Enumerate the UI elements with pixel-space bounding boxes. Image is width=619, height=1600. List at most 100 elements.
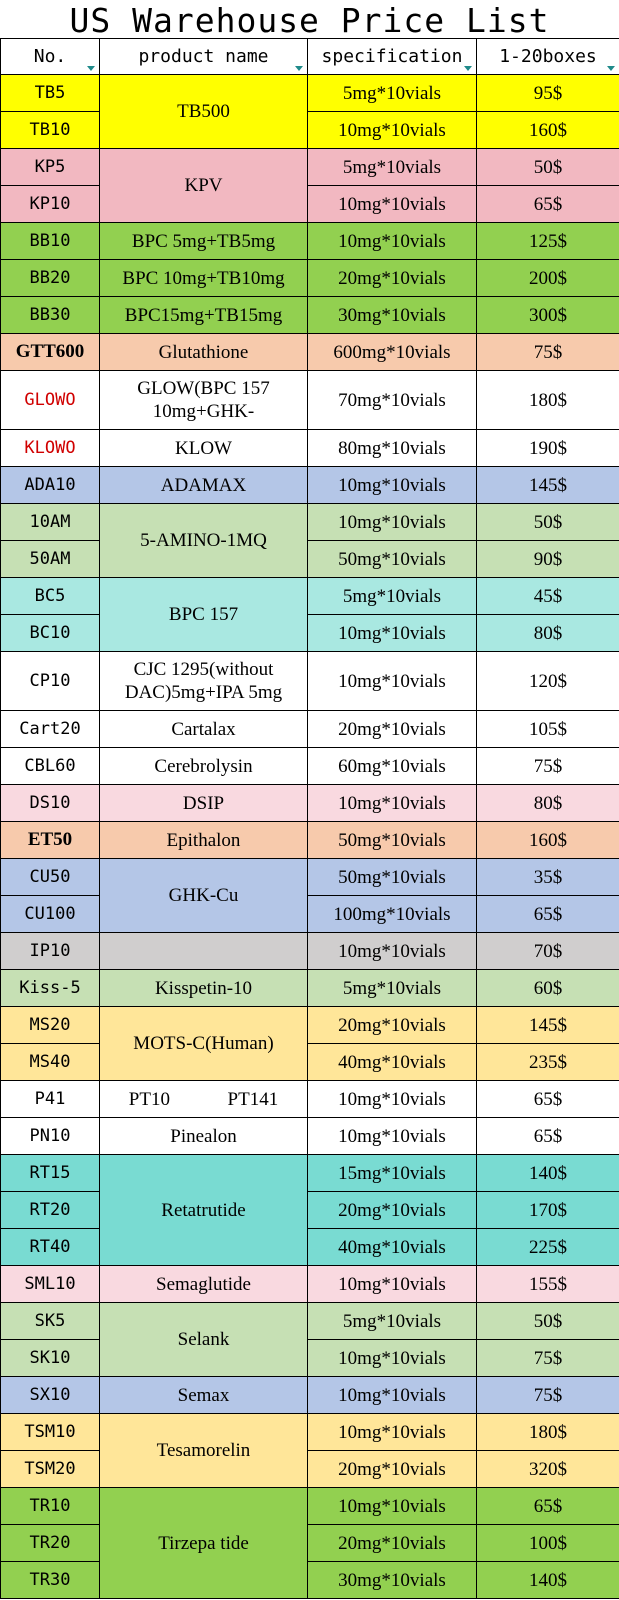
column-header-price[interactable]: 1-20boxes: [476, 38, 619, 75]
product-code-cell[interactable]: RT15: [0, 1154, 100, 1192]
product-name-cell[interactable]: Retatrutide: [99, 1154, 308, 1266]
product-code-cell[interactable]: TSM20: [0, 1450, 100, 1488]
product-name-cell[interactable]: Tesamorelin: [99, 1413, 308, 1488]
price-cell[interactable]: 105$: [476, 710, 619, 748]
specification-cell[interactable]: 20mg*10vials: [307, 1191, 477, 1229]
product-code-cell[interactable]: SX10: [0, 1376, 100, 1414]
product-name-cell[interactable]: 5-AMINO-1MQ: [99, 503, 308, 578]
specification-cell[interactable]: 30mg*10vials: [307, 1561, 477, 1599]
column-header-spec[interactable]: specification: [307, 38, 477, 75]
price-cell[interactable]: 95$: [476, 74, 619, 112]
price-cell[interactable]: 160$: [476, 821, 619, 859]
specification-cell[interactable]: 50mg*10vials: [307, 858, 477, 896]
specification-cell[interactable]: 60mg*10vials: [307, 747, 477, 785]
specification-cell[interactable]: 30mg*10vials: [307, 296, 477, 334]
price-cell[interactable]: 145$: [476, 1006, 619, 1044]
product-name-cell[interactable]: DSIP: [99, 784, 308, 822]
price-cell[interactable]: 145$: [476, 466, 619, 504]
product-code-cell[interactable]: SK5: [0, 1302, 100, 1340]
specification-cell[interactable]: 20mg*10vials: [307, 1524, 477, 1562]
price-cell[interactable]: 60$: [476, 969, 619, 1007]
price-cell[interactable]: 65$: [476, 1487, 619, 1525]
specification-cell[interactable]: 5mg*10vials: [307, 148, 477, 186]
specification-cell[interactable]: 20mg*10vials: [307, 259, 477, 297]
product-code-cell[interactable]: TB5: [0, 74, 100, 112]
specification-cell[interactable]: 5mg*10vials: [307, 969, 477, 1007]
specification-cell[interactable]: 5mg*10vials: [307, 577, 477, 615]
product-code-cell[interactable]: CBL60: [0, 747, 100, 785]
price-cell[interactable]: 155$: [476, 1265, 619, 1303]
product-code-cell[interactable]: KP10: [0, 185, 100, 223]
product-name-cell[interactable]: BPC 5mg+TB5mg: [99, 222, 308, 260]
product-code-cell[interactable]: SK10: [0, 1339, 100, 1377]
price-cell[interactable]: 80$: [476, 784, 619, 822]
product-code-cell[interactable]: 10AM: [0, 503, 100, 541]
specification-cell[interactable]: 10mg*10vials: [307, 503, 477, 541]
specification-cell[interactable]: 10mg*10vials: [307, 1339, 477, 1377]
price-cell[interactable]: 75$: [476, 333, 619, 371]
product-code-cell[interactable]: RT40: [0, 1228, 100, 1266]
product-name-cell[interactable]: PT10 PT141: [99, 1080, 308, 1118]
price-cell[interactable]: 125$: [476, 222, 619, 260]
product-code-cell[interactable]: TSM10: [0, 1413, 100, 1451]
specification-cell[interactable]: 40mg*10vials: [307, 1043, 477, 1081]
specification-cell[interactable]: 10mg*10vials: [307, 614, 477, 652]
specification-cell[interactable]: 10mg*10vials: [307, 1487, 477, 1525]
product-code-cell[interactable]: CP10: [0, 651, 100, 711]
product-code-cell[interactable]: Kiss-5: [0, 969, 100, 1007]
product-code-cell[interactable]: TB10: [0, 111, 100, 149]
product-name-cell[interactable]: Cerebrolysin: [99, 747, 308, 785]
product-code-cell[interactable]: KP5: [0, 148, 100, 186]
product-code-cell[interactable]: MS40: [0, 1043, 100, 1081]
price-cell[interactable]: 45$: [476, 577, 619, 615]
product-name-cell[interactable]: Semaglutide: [99, 1265, 308, 1303]
product-name-cell[interactable]: CJC 1295(without DAC)5mg+IPA 5mg: [99, 651, 308, 711]
price-cell[interactable]: 120$: [476, 651, 619, 711]
specification-cell[interactable]: 5mg*10vials: [307, 1302, 477, 1340]
specification-cell[interactable]: 10mg*10vials: [307, 1376, 477, 1414]
product-name-cell[interactable]: GHK-Cu: [99, 858, 308, 933]
product-name-cell[interactable]: [99, 932, 308, 970]
specification-cell[interactable]: 100mg*10vials: [307, 895, 477, 933]
price-cell[interactable]: 65$: [476, 1117, 619, 1155]
specification-cell[interactable]: 20mg*10vials: [307, 710, 477, 748]
product-name-cell[interactable]: Glutathione: [99, 333, 308, 371]
product-name-cell[interactable]: Tirzepa tide: [99, 1487, 308, 1599]
product-code-cell[interactable]: TR10: [0, 1487, 100, 1525]
specification-cell[interactable]: 10mg*10vials: [307, 651, 477, 711]
product-code-cell[interactable]: CU100: [0, 895, 100, 933]
price-cell[interactable]: 200$: [476, 259, 619, 297]
product-code-cell[interactable]: BB20: [0, 259, 100, 297]
product-code-cell[interactable]: P41: [0, 1080, 100, 1118]
specification-cell[interactable]: 10mg*10vials: [307, 1413, 477, 1451]
specification-cell[interactable]: 10mg*10vials: [307, 466, 477, 504]
price-cell[interactable]: 100$: [476, 1524, 619, 1562]
specification-cell[interactable]: 10mg*10vials: [307, 1117, 477, 1155]
product-name-cell[interactable]: Semax: [99, 1376, 308, 1414]
product-name-cell[interactable]: KPV: [99, 148, 308, 223]
price-cell[interactable]: 50$: [476, 148, 619, 186]
price-cell[interactable]: 65$: [476, 895, 619, 933]
price-cell[interactable]: 80$: [476, 614, 619, 652]
product-name-cell[interactable]: GLOW(BPC 157 10mg+GHK-: [99, 370, 308, 430]
product-code-cell[interactable]: ET50: [0, 821, 100, 859]
price-cell[interactable]: 140$: [476, 1561, 619, 1599]
specification-cell[interactable]: 80mg*10vials: [307, 429, 477, 467]
specification-cell[interactable]: 70mg*10vials: [307, 370, 477, 430]
product-code-cell[interactable]: SML10: [0, 1265, 100, 1303]
filter-dropdown-icon[interactable]: [464, 66, 472, 71]
product-code-cell[interactable]: MS20: [0, 1006, 100, 1044]
price-cell[interactable]: 65$: [476, 1080, 619, 1118]
price-cell[interactable]: 75$: [476, 1376, 619, 1414]
product-code-cell[interactable]: TR20: [0, 1524, 100, 1562]
product-code-cell[interactable]: BB10: [0, 222, 100, 260]
price-cell[interactable]: 75$: [476, 1339, 619, 1377]
specification-cell[interactable]: 20mg*10vials: [307, 1006, 477, 1044]
product-code-cell[interactable]: GLOWO: [0, 370, 100, 430]
price-cell[interactable]: 50$: [476, 1302, 619, 1340]
specification-cell[interactable]: 10mg*10vials: [307, 222, 477, 260]
filter-dropdown-icon[interactable]: [607, 66, 615, 71]
specification-cell[interactable]: 40mg*10vials: [307, 1228, 477, 1266]
specification-cell[interactable]: 20mg*10vials: [307, 1450, 477, 1488]
product-name-cell[interactable]: Epithalon: [99, 821, 308, 859]
